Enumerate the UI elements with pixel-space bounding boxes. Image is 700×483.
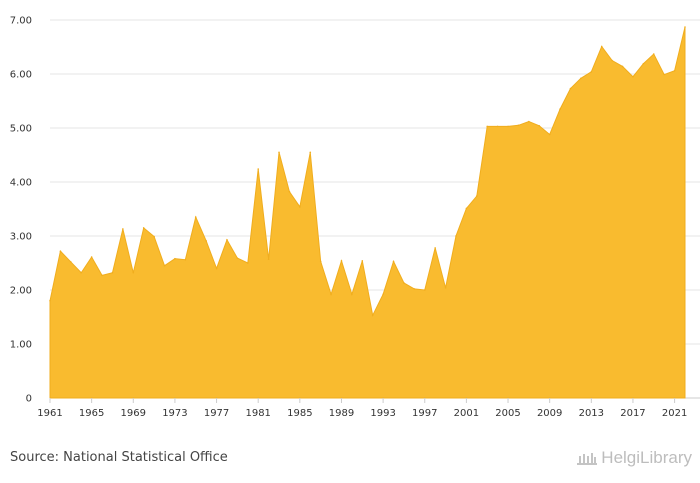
data-point — [382, 293, 384, 296]
x-tick-label: 1993 — [370, 408, 395, 419]
data-point — [496, 125, 499, 128]
data-point — [194, 216, 197, 218]
x-tick-label: 1997 — [412, 408, 437, 419]
y-axis-ticks: 0 1.00 2.00 3.00 4.00 5.00 6.00 7.00 — [10, 16, 32, 405]
data-point — [309, 151, 312, 154]
library-building-icon — [577, 453, 598, 465]
data-point — [236, 257, 239, 259]
data-area — [49, 26, 686, 399]
data-point — [413, 288, 416, 290]
y-tick-label: 0 — [26, 394, 32, 405]
data-point — [434, 247, 436, 249]
data-point — [132, 271, 135, 274]
data-point — [423, 289, 426, 291]
data-point — [569, 87, 572, 90]
data-point — [340, 260, 343, 262]
data-point — [684, 26, 686, 28]
y-tick-label: 4.00 — [10, 178, 32, 189]
data-point — [111, 271, 114, 274]
data-point — [476, 195, 478, 197]
x-tick-label: 1977 — [204, 408, 229, 419]
x-tick-label: 2017 — [620, 408, 645, 419]
data-point — [319, 260, 322, 263]
data-point — [403, 282, 405, 284]
data-point — [621, 65, 624, 68]
x-tick-label: 2021 — [662, 408, 687, 419]
x-tick-label: 2001 — [454, 408, 479, 419]
data-point — [486, 125, 489, 128]
data-point — [517, 124, 520, 127]
data-point — [226, 238, 228, 241]
data-point — [142, 227, 145, 229]
data-point — [278, 151, 280, 154]
data-point — [559, 108, 561, 110]
data-point — [122, 228, 124, 230]
data-point — [632, 75, 634, 78]
data-point — [548, 133, 551, 136]
area-series — [49, 26, 686, 399]
data-point — [455, 235, 457, 237]
data-point — [184, 258, 187, 261]
data-point — [90, 256, 93, 258]
data-point — [59, 250, 62, 252]
data-point — [267, 258, 270, 261]
data-point — [642, 62, 645, 65]
x-axis-ticks: 1961 1965 1969 1973 1977 1981 1985 1989 1993 1997… — [37, 398, 687, 419]
source-note: Source: National Statistical Office — [10, 450, 228, 465]
x-tick-label: 1961 — [37, 408, 62, 419]
y-tick-label: 2.00 — [10, 286, 32, 297]
x-tick-label: 1981 — [245, 408, 270, 419]
brand-logo[interactable]: HelgiLibrary — [576, 448, 692, 468]
data-point — [153, 235, 155, 238]
data-point — [580, 77, 582, 80]
x-tick-label: 2009 — [537, 408, 562, 419]
data-point — [101, 274, 103, 277]
data-point — [600, 45, 603, 48]
data-point — [652, 53, 655, 55]
data-point — [465, 207, 468, 210]
data-point — [215, 267, 218, 270]
data-point — [371, 314, 374, 317]
data-point — [538, 125, 541, 127]
y-tick-label: 1.00 — [10, 340, 32, 351]
data-point — [351, 293, 353, 296]
data-point — [70, 261, 72, 263]
x-tick-label: 1973 — [162, 408, 187, 419]
x-tick-label: 2013 — [579, 408, 604, 419]
data-point — [205, 240, 207, 242]
data-point — [663, 73, 665, 76]
data-point — [163, 264, 166, 267]
y-tick-label: 7.00 — [10, 16, 32, 27]
x-tick-label: 2005 — [495, 408, 520, 419]
data-point — [392, 260, 395, 263]
data-point — [246, 262, 249, 264]
x-tick-label: 1965 — [79, 408, 104, 419]
brand-name: HelgiLibrary — [601, 448, 692, 467]
x-tick-label: 1985 — [287, 408, 312, 419]
data-point — [507, 125, 509, 128]
data-point — [361, 260, 364, 262]
data-point — [49, 300, 51, 302]
y-tick-label: 5.00 — [10, 124, 32, 135]
data-point — [673, 69, 676, 72]
data-point — [444, 287, 447, 289]
y-tick-label: 6.00 — [10, 70, 32, 81]
data-point — [257, 168, 260, 170]
x-tick-label: 1989 — [329, 408, 354, 419]
x-tick-label: 1969 — [121, 408, 146, 419]
data-point — [80, 271, 83, 274]
data-point — [174, 257, 176, 260]
y-tick-label: 3.00 — [10, 232, 32, 243]
data-point — [299, 206, 301, 208]
area-chart: 01.002.003.004.005.006.007.00 1961 1965 19… — [10, 16, 700, 419]
data-point — [611, 59, 613, 62]
data-point — [330, 293, 332, 296]
data-point — [528, 120, 530, 123]
data-point — [590, 71, 593, 73]
data-point — [288, 190, 291, 193]
